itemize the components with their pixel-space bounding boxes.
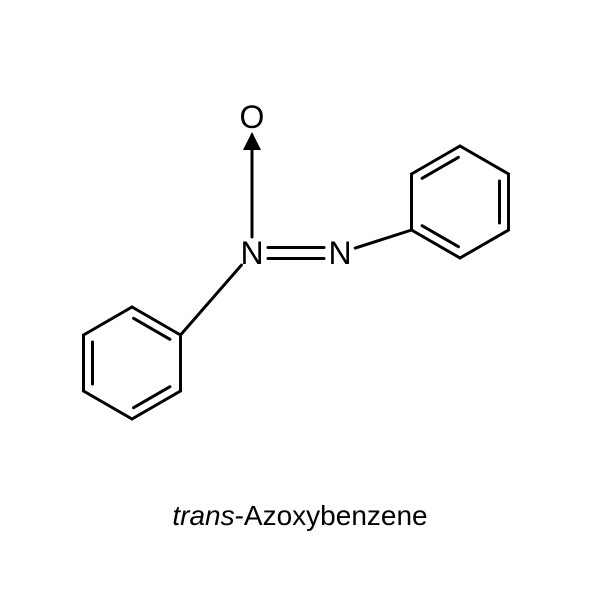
chemical-structure: O N N (84, 99, 509, 419)
molecule-diagram: O N N trans-Azoxybenzene (0, 0, 600, 600)
svg-text:O: O (240, 99, 265, 135)
svg-text:N: N (328, 235, 351, 271)
compound-caption: trans-Azoxybenzene (172, 500, 427, 531)
svg-text:N: N (240, 235, 263, 271)
